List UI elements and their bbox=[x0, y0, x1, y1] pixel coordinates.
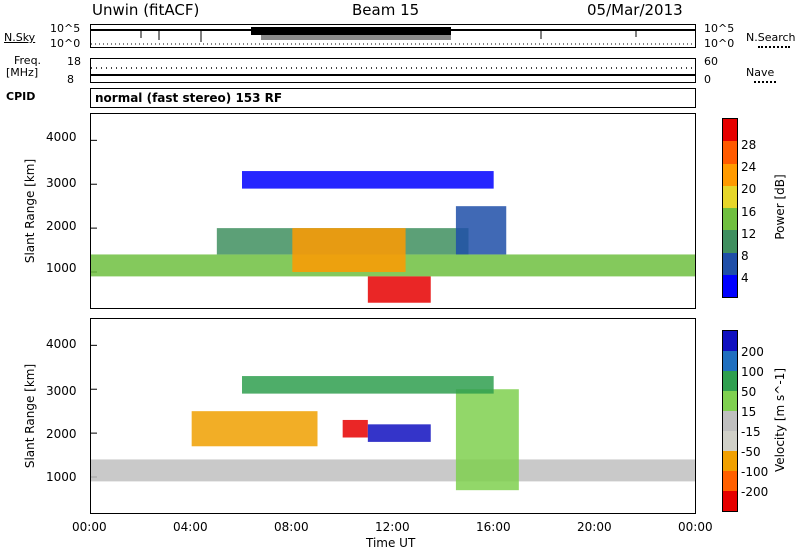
x-tick-label: 00:00 bbox=[678, 520, 713, 534]
power-cbtick-8: 8 bbox=[741, 249, 749, 263]
heatmap-band bbox=[292, 228, 406, 273]
power-cbtick-12: 12 bbox=[741, 227, 757, 241]
x-tick-label: 20:00 bbox=[577, 520, 612, 534]
heatmap-band bbox=[455, 389, 519, 491]
nsearch-dotted-key bbox=[758, 46, 790, 48]
x-tick-label: 08:00 bbox=[274, 520, 309, 534]
velocity-cbtick-100: 100 bbox=[741, 365, 764, 379]
colorbar-swatch bbox=[723, 141, 737, 164]
power-cbtick-16: 16 bbox=[741, 205, 757, 219]
power-colorbar bbox=[722, 118, 738, 298]
colorbar-swatch bbox=[723, 252, 737, 275]
beam-title: Beam 15 bbox=[352, 1, 420, 19]
velocity-cbtick-200: 200 bbox=[741, 345, 764, 359]
freq-tick-bottom: 8 bbox=[67, 73, 74, 86]
velocity-colorbar bbox=[722, 330, 738, 512]
date-title: 05/Mar/2013 bbox=[587, 1, 683, 19]
noise-tick-left-top: 10^5 bbox=[50, 22, 81, 35]
noise-tick-right-bottom: 10^0 bbox=[704, 37, 735, 50]
x-tick-label: 00:00 bbox=[72, 520, 107, 534]
colorbar-swatch bbox=[723, 371, 737, 391]
power-ytick-2000: 2000 bbox=[46, 219, 77, 233]
velocity-cbtick-m15: -15 bbox=[741, 425, 761, 439]
power-cbtick-28: 28 bbox=[741, 138, 757, 152]
colorbar-swatch bbox=[723, 431, 737, 451]
power-cbtick-20: 20 bbox=[741, 182, 757, 196]
nave-label: Nave bbox=[746, 66, 775, 79]
noise-tick-left-bottom: 10^0 bbox=[50, 37, 81, 50]
power-cbtick-24: 24 bbox=[741, 160, 757, 174]
freq-label: Freq. bbox=[14, 54, 42, 67]
x-tick-label: 12:00 bbox=[375, 520, 410, 534]
velocity-cbtick-m200: -200 bbox=[741, 485, 769, 499]
velocity-cbtick-50: 50 bbox=[741, 385, 757, 399]
nave-tick-top: 60 bbox=[704, 55, 718, 68]
colorbar-swatch bbox=[723, 230, 737, 253]
velocity-panel bbox=[90, 318, 696, 514]
colorbar-swatch bbox=[723, 331, 737, 351]
station-title: Unwin (fitACF) bbox=[92, 1, 200, 19]
velocity-ylabel: Slant Range [km] bbox=[23, 363, 37, 469]
freq-panel bbox=[90, 58, 696, 83]
heatmap-band bbox=[342, 419, 368, 438]
x-axis-label: Time UT bbox=[366, 536, 416, 550]
power-cbtick-4: 4 bbox=[741, 271, 749, 285]
freq-tick-top: 18 bbox=[67, 55, 81, 68]
velocity-ytick-1000: 1000 bbox=[46, 470, 77, 484]
heatmap-band bbox=[191, 411, 318, 447]
colorbar-swatch bbox=[723, 119, 737, 142]
x-tick-label: 04:00 bbox=[173, 520, 208, 534]
nave-tick-bottom: 0 bbox=[704, 73, 711, 86]
cpid-label: CPID bbox=[6, 90, 36, 103]
velocity-cbtick-m50: -50 bbox=[741, 445, 761, 459]
power-ytick-4000: 4000 bbox=[46, 130, 77, 144]
cpid-panel: normal (fast stereo) 153 RF bbox=[90, 88, 696, 108]
colorbar-swatch bbox=[723, 451, 737, 471]
power-panel bbox=[90, 113, 696, 309]
colorbar-swatch bbox=[723, 411, 737, 431]
heatmap-band bbox=[242, 171, 494, 189]
velocity-ytick-2000: 2000 bbox=[46, 427, 77, 441]
colorbar-swatch bbox=[723, 391, 737, 411]
velocity-colorbar-label: Velocity [m s^-1] bbox=[773, 367, 787, 473]
velocity-heatmap bbox=[91, 344, 695, 491]
heatmap-band bbox=[367, 276, 431, 303]
colorbar-swatch bbox=[723, 351, 737, 371]
velocity-cbtick-15: 15 bbox=[741, 405, 757, 419]
heatmap-band bbox=[455, 206, 507, 255]
colorbar-swatch bbox=[723, 208, 737, 231]
power-heatmap bbox=[91, 139, 695, 303]
noise-trace bbox=[91, 27, 695, 45]
nave-dotted-key bbox=[754, 81, 776, 83]
velocity-cbtick-m100: -100 bbox=[741, 465, 769, 479]
power-colorbar-label: Power [dB] bbox=[773, 174, 787, 240]
velocity-ytick-4000: 4000 bbox=[46, 337, 77, 351]
cpid-text: normal (fast stereo) 153 RF bbox=[95, 91, 283, 105]
freq-nave-trace bbox=[91, 67, 695, 76]
colorbar-swatch bbox=[723, 163, 737, 186]
noise-panel bbox=[90, 24, 696, 48]
colorbar-swatch bbox=[723, 471, 737, 491]
nsky-label: N.Sky bbox=[4, 31, 36, 44]
heatmap-band bbox=[367, 424, 431, 442]
heatmap-band bbox=[91, 459, 695, 482]
colorbar-swatch bbox=[723, 491, 737, 511]
power-ytick-3000: 3000 bbox=[46, 176, 77, 190]
freq-unit: [MHz] bbox=[6, 66, 39, 79]
colorbar-swatch bbox=[723, 274, 737, 297]
velocity-ytick-3000: 3000 bbox=[46, 384, 77, 398]
nsearch-label: N.Search bbox=[746, 31, 796, 44]
colorbar-swatch bbox=[723, 185, 737, 208]
noise-tick-right-top: 10^5 bbox=[704, 22, 735, 35]
heatmap-band bbox=[242, 376, 494, 394]
power-ylabel: Slant Range [km] bbox=[23, 158, 37, 264]
power-ytick-1000: 1000 bbox=[46, 261, 77, 275]
x-tick-label: 16:00 bbox=[476, 520, 511, 534]
